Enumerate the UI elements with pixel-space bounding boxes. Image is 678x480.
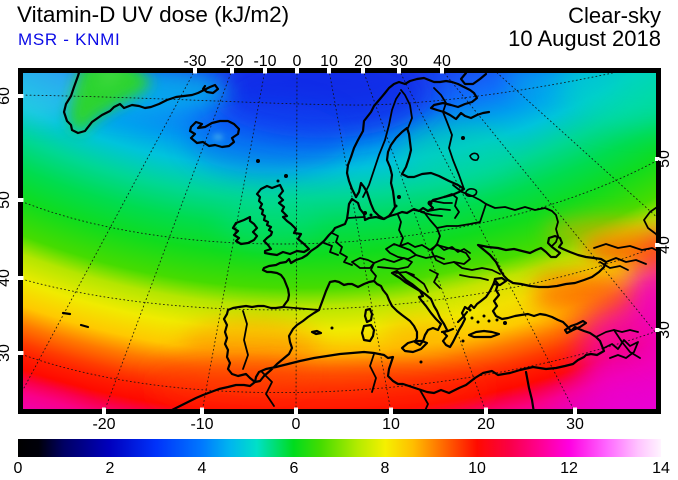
- svg-text:30: 30: [656, 321, 673, 339]
- svg-text:14: 14: [652, 460, 670, 477]
- svg-text:10: 10: [382, 416, 400, 433]
- svg-text:0: 0: [293, 53, 302, 70]
- svg-text:8: 8: [381, 460, 390, 477]
- svg-text:40: 40: [0, 269, 13, 287]
- svg-text:30: 30: [566, 416, 584, 433]
- svg-text:6: 6: [290, 460, 299, 477]
- svg-text:-10: -10: [253, 53, 276, 70]
- svg-text:50: 50: [0, 191, 13, 209]
- svg-text:4: 4: [198, 460, 207, 477]
- svg-text:12: 12: [560, 460, 578, 477]
- svg-text:-20: -20: [92, 416, 115, 433]
- svg-text:-10: -10: [190, 416, 213, 433]
- svg-text:-30: -30: [183, 53, 206, 70]
- svg-text:40: 40: [656, 236, 673, 254]
- svg-text:30: 30: [0, 344, 13, 362]
- svg-text:20: 20: [354, 53, 372, 70]
- svg-text:2: 2: [106, 460, 115, 477]
- svg-text:0: 0: [14, 460, 23, 477]
- svg-text:20: 20: [477, 416, 495, 433]
- svg-text:50: 50: [656, 150, 673, 168]
- svg-text:10: 10: [468, 460, 486, 477]
- svg-text:0: 0: [292, 416, 301, 433]
- svg-text:40: 40: [433, 53, 451, 70]
- svg-text:10: 10: [320, 53, 338, 70]
- svg-text:60: 60: [0, 87, 13, 105]
- svg-text:30: 30: [390, 53, 408, 70]
- svg-text:-20: -20: [220, 53, 243, 70]
